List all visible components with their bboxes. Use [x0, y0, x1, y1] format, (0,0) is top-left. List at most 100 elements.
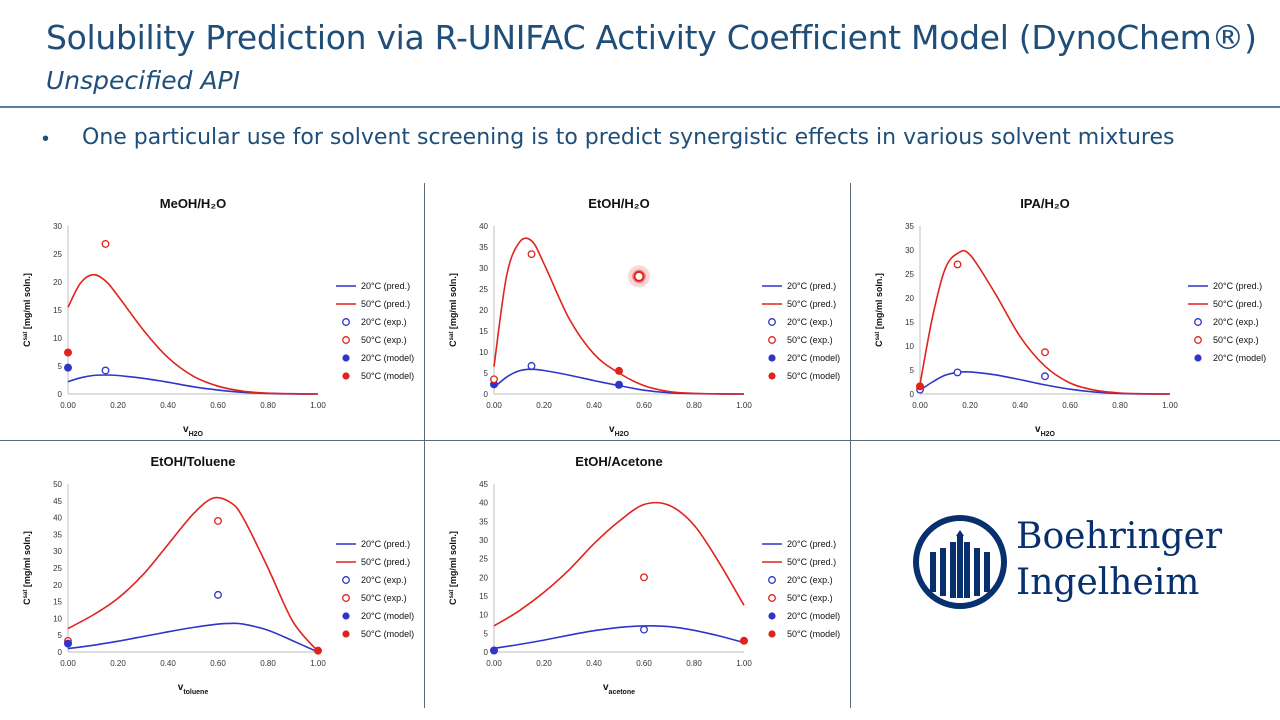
y-tick-label: 25	[905, 270, 914, 279]
y-tick-label: 30	[905, 246, 914, 255]
data-point-exp	[953, 260, 962, 269]
legend-swatch-open	[342, 318, 350, 326]
y-tick-label: 45	[479, 480, 488, 489]
legend-label: 20°C (model)	[787, 353, 840, 363]
legend-swatch-filled	[342, 612, 350, 620]
x-tick-label: 0.60	[1062, 401, 1078, 410]
y-tick-label: 20	[53, 278, 62, 287]
y-tick-label: 20	[905, 294, 914, 303]
data-point-exp	[1041, 348, 1049, 357]
chart-etoh-toluene: EtOH/Toluene 0 5 10 15 20 25 30 35 40 45 50 0.00 0.20…	[0, 446, 420, 696]
chart-ipa-h2o: IPA/H₂O 0 5 10 15 20 25 30 35 0.00 0.20 0.40 0.60 0.8…	[852, 188, 1272, 438]
y-tick-label: 30	[53, 222, 62, 231]
chart-svg: MeOH/H₂O 0 5 10 15 20 25 30 0.00 0.20 0.40 0.60 0.80…	[22, 196, 414, 438]
y-tick-label: 10	[479, 348, 488, 357]
x-axis-label: vH2O	[609, 424, 630, 438]
series-line	[67, 496, 319, 652]
y-label-sup: sat	[875, 332, 881, 341]
legend-label: 20°C (pred.)	[361, 539, 410, 549]
y-tick-label: 35	[479, 517, 488, 526]
legend-swatch-open	[768, 336, 776, 344]
legend-swatch-filled	[768, 630, 776, 638]
data-point-exp	[953, 368, 962, 377]
chart-svg: EtOH/Toluene 0 5 10 15 20 25 30 35 40 45 50 0.00 0.20…	[22, 454, 414, 696]
chart-title: IPA/H₂O	[1020, 196, 1070, 211]
bullet-marker: •	[42, 128, 50, 150]
legend-label: 50°C (exp.)	[1213, 335, 1259, 345]
chart-title: EtOH/Acetone	[575, 454, 662, 469]
x-label-base: v	[183, 424, 189, 435]
chart-title: EtOH/H₂O	[588, 196, 649, 211]
legend-swatch-open	[342, 336, 350, 344]
y-label-base: C	[874, 340, 884, 347]
data-point-model	[615, 366, 623, 375]
x-tick-label: 1.00	[736, 401, 752, 410]
x-tick-label: 0.60	[210, 401, 226, 410]
legend-label: 50°C (exp.)	[361, 593, 407, 603]
legend-label: 20°C (pred.)	[1213, 281, 1262, 291]
y-axis-label: Csat [mg/ml soln.]	[448, 273, 458, 347]
data-point-model	[314, 646, 322, 655]
data-point-exp	[1041, 372, 1049, 381]
legend-swatch-filled	[768, 354, 776, 362]
series-line	[67, 622, 319, 653]
data-point-model	[916, 382, 924, 391]
legend-label: 20°C (model)	[1213, 353, 1266, 363]
x-tick-label: 0.00	[912, 401, 928, 410]
x-tick-label: 0.00	[60, 659, 76, 668]
y-tick-label: 10	[53, 334, 62, 343]
y-tick-label: 15	[479, 592, 488, 601]
legend-label: 20°C (model)	[361, 611, 414, 621]
x-tick-label: 1.00	[310, 659, 326, 668]
x-tick-label: 0.40	[160, 659, 176, 668]
x-tick-label: 0.20	[110, 401, 126, 410]
y-tick-label: 5	[484, 369, 489, 378]
y-tick-label: 25	[479, 285, 488, 294]
legend-label: 50°C (model)	[361, 629, 414, 639]
data-point-exp	[490, 375, 498, 384]
x-tick-label: 0.80	[260, 659, 276, 668]
slide-subtitle: Unspecified API	[46, 66, 241, 95]
legend-label: 20°C (exp.)	[1213, 317, 1259, 327]
legend-label: 50°C (exp.)	[361, 335, 407, 345]
y-label-base: C	[448, 340, 458, 347]
legend-label: 50°C (pred.)	[361, 557, 410, 567]
y-tick-label: 35	[479, 243, 488, 252]
data-point-exp	[101, 239, 110, 248]
logo-text-line1: Boehringer	[1016, 516, 1223, 557]
series-line	[493, 501, 745, 627]
chart-etoh-acetone: EtOH/Acetone 0 5 10 15 20 25 30 35 40 45 0.00 0.20 0.…	[426, 446, 846, 696]
legend-label: 20°C (exp.)	[361, 575, 407, 585]
x-label-base: v	[178, 682, 184, 693]
legend-swatch-open	[342, 594, 350, 602]
data-point-exp	[101, 366, 110, 375]
x-axis-label: vH2O	[183, 424, 204, 438]
legend-label: 50°C (exp.)	[787, 335, 833, 345]
legend-label: 50°C (model)	[787, 629, 840, 639]
y-label-units: [mg/ml soln.]	[22, 273, 32, 332]
legend-label: 50°C (exp.)	[787, 593, 833, 603]
y-label-units: [mg/ml soln.]	[874, 273, 884, 332]
data-point-exp	[640, 625, 648, 634]
x-axis-label: vtoluene	[178, 682, 209, 696]
y-axis-label: Csat [mg/ml soln.]	[448, 531, 458, 605]
chart-title: EtOH/Toluene	[151, 454, 236, 469]
y-tick-label: 0	[910, 390, 915, 399]
grid-divider	[850, 183, 851, 708]
y-label-sup: sat	[449, 590, 455, 599]
x-tick-label: 0.00	[486, 401, 502, 410]
x-tick-label: 0.40	[1012, 401, 1028, 410]
legend-label: 20°C (pred.)	[787, 539, 836, 549]
chart-svg: EtOH/Acetone 0 5 10 15 20 25 30 35 40 45 0.00 0.20 0.…	[448, 454, 840, 696]
y-tick-label: 40	[53, 514, 62, 523]
y-tick-label: 30	[479, 536, 488, 545]
y-axis-label: Csat [mg/ml soln.]	[874, 273, 884, 347]
data-point-exp	[527, 361, 536, 370]
x-tick-label: 0.60	[210, 659, 226, 668]
y-tick-label: 15	[53, 598, 62, 607]
x-tick-label: 0.20	[110, 659, 126, 668]
data-point-exp	[214, 517, 222, 525]
y-label-sup: sat	[23, 332, 29, 341]
y-tick-label: 5	[58, 631, 63, 640]
x-tick-label: 1.00	[736, 659, 752, 668]
